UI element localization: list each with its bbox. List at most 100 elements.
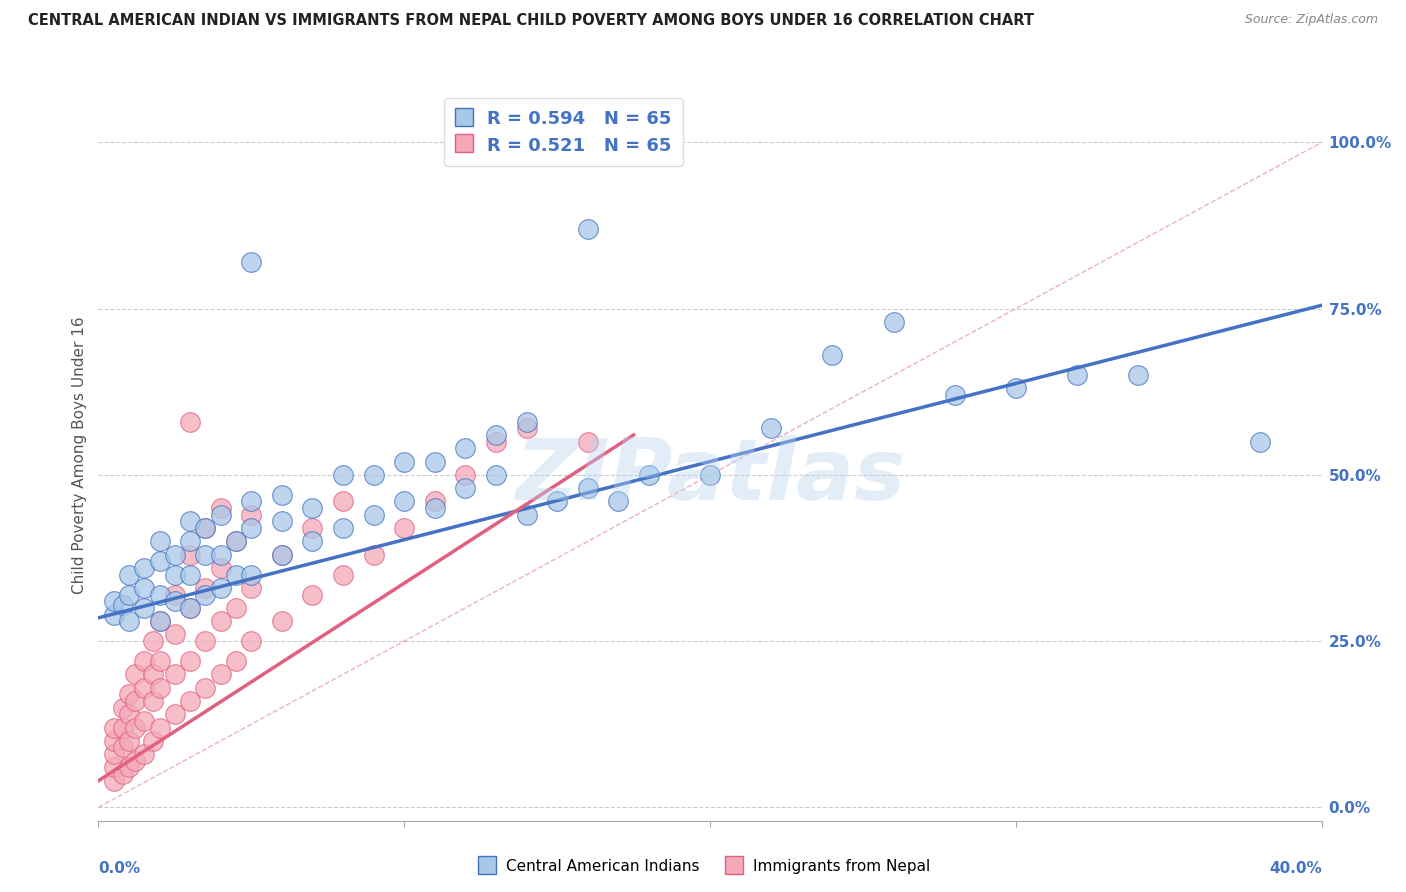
Point	[163, 707, 186, 722]
Point	[163, 548, 186, 562]
Point	[118, 687, 141, 701]
Point	[124, 721, 146, 735]
Point	[240, 567, 263, 582]
Point	[142, 694, 165, 708]
Point	[103, 760, 125, 774]
Point	[111, 721, 134, 735]
Point	[163, 627, 186, 641]
Point	[485, 434, 508, 449]
Point	[134, 561, 156, 575]
Point	[576, 434, 599, 449]
Point	[821, 348, 844, 362]
Point	[637, 467, 661, 482]
Point	[149, 654, 172, 668]
Point	[163, 594, 186, 608]
Point	[142, 667, 165, 681]
Point	[943, 388, 966, 402]
Point	[134, 681, 156, 695]
Point	[118, 760, 141, 774]
Point	[332, 521, 354, 535]
Point	[111, 767, 134, 781]
Point	[454, 467, 477, 482]
Point	[149, 534, 172, 549]
Point	[179, 600, 201, 615]
Point	[240, 581, 263, 595]
Point	[516, 415, 538, 429]
Point	[301, 588, 323, 602]
Point	[103, 721, 125, 735]
Point	[759, 421, 782, 435]
Point	[270, 488, 292, 502]
Point	[1249, 434, 1271, 449]
Point	[225, 600, 247, 615]
Point	[149, 614, 172, 628]
Point	[124, 667, 146, 681]
Point	[240, 255, 263, 269]
Point	[118, 614, 141, 628]
Point	[103, 607, 125, 622]
Point	[209, 581, 232, 595]
Point	[209, 501, 232, 516]
Point	[576, 481, 599, 495]
Point	[194, 634, 217, 648]
Point	[225, 654, 247, 668]
Text: 40.0%: 40.0%	[1268, 861, 1322, 876]
Point	[118, 567, 141, 582]
Point	[332, 567, 354, 582]
Point	[240, 508, 263, 522]
Point	[301, 534, 323, 549]
Point	[149, 614, 172, 628]
Point	[134, 654, 156, 668]
Point	[149, 681, 172, 695]
Point	[516, 421, 538, 435]
Point	[883, 315, 905, 329]
Point	[423, 454, 446, 468]
Point	[270, 548, 292, 562]
Point	[699, 467, 721, 482]
Point	[149, 721, 172, 735]
Point	[1128, 368, 1150, 383]
Point	[270, 614, 292, 628]
Point	[240, 521, 263, 535]
Point	[209, 614, 232, 628]
Point	[363, 467, 385, 482]
Point	[194, 521, 217, 535]
Point	[485, 428, 508, 442]
Point	[179, 534, 201, 549]
Point	[134, 581, 156, 595]
Point	[134, 600, 156, 615]
Point	[149, 588, 172, 602]
Point	[225, 534, 247, 549]
Point	[179, 694, 201, 708]
Point	[194, 681, 217, 695]
Point	[118, 707, 141, 722]
Text: ZIPatlas: ZIPatlas	[515, 435, 905, 518]
Point	[111, 740, 134, 755]
Point	[392, 494, 416, 508]
Point	[576, 222, 599, 236]
Point	[163, 567, 186, 582]
Point	[209, 548, 232, 562]
Point	[124, 754, 146, 768]
Text: 0.0%: 0.0%	[98, 861, 141, 876]
Legend: Central American Indians, Immigrants from Nepal: Central American Indians, Immigrants fro…	[470, 853, 936, 880]
Text: Source: ZipAtlas.com: Source: ZipAtlas.com	[1244, 13, 1378, 27]
Text: CENTRAL AMERICAN INDIAN VS IMMIGRANTS FROM NEPAL CHILD POVERTY AMONG BOYS UNDER : CENTRAL AMERICAN INDIAN VS IMMIGRANTS FR…	[28, 13, 1035, 29]
Point	[111, 700, 134, 714]
Point	[332, 494, 354, 508]
Point	[454, 442, 477, 456]
Point	[179, 515, 201, 529]
Legend: R = 0.594   N = 65, R = 0.521   N = 65: R = 0.594 N = 65, R = 0.521 N = 65	[444, 98, 682, 166]
Point	[270, 548, 292, 562]
Point	[194, 548, 217, 562]
Point	[423, 494, 446, 508]
Point	[118, 734, 141, 748]
Point	[485, 467, 508, 482]
Point	[607, 494, 630, 508]
Point	[111, 598, 134, 612]
Point	[103, 773, 125, 788]
Point	[1066, 368, 1088, 383]
Point	[118, 588, 141, 602]
Point	[142, 634, 165, 648]
Point	[301, 501, 323, 516]
